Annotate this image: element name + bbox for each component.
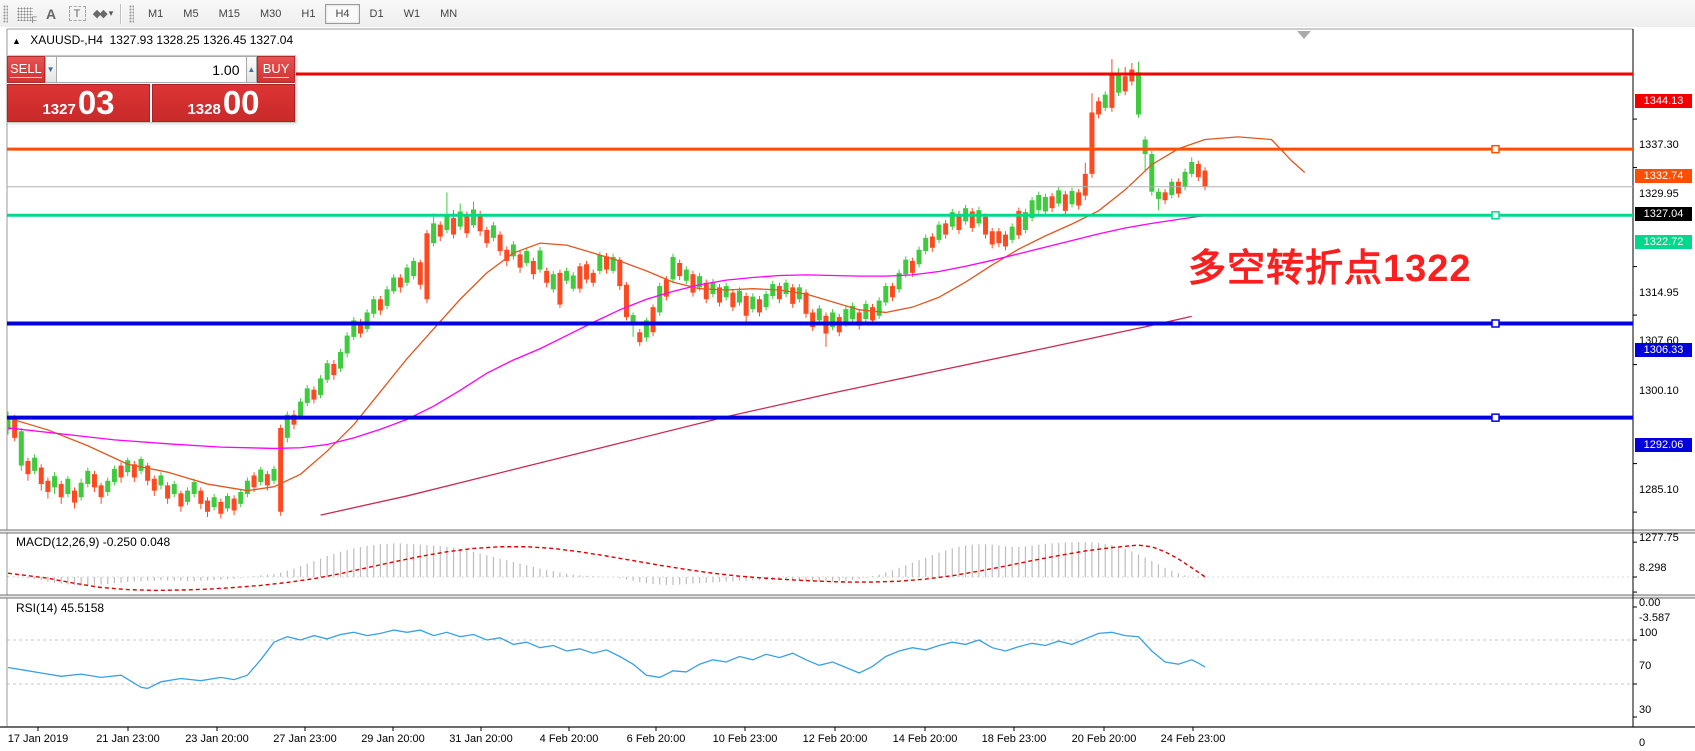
price-tick-label: 1285.10 (1639, 483, 1679, 496)
shapes-icon[interactable]: ◆◆ ▾ (92, 8, 114, 20)
buy-button[interactable]: BUY (257, 56, 295, 83)
chart-title: ▲ XAUUSD-,H4 1327.93 1328.25 1326.45 132… (12, 33, 293, 47)
price-line-badge: 1292.06 (1635, 437, 1692, 452)
rsi-axis-label: 70 (1639, 660, 1652, 672)
chart-symbol: XAUUSD-,H4 (30, 33, 103, 47)
time-tick-label: 21 Jan 23:00 (96, 733, 160, 745)
time-tick-label: 17 Jan 2019 (7, 733, 69, 745)
toolbar-grip[interactable] (3, 4, 8, 23)
volume-decrease-button[interactable]: ▼ (44, 56, 57, 83)
timeframe-button-h1[interactable]: H1 (301, 7, 316, 20)
macd-axis-label: 0.00 (1639, 597, 1661, 609)
timeframe-button-h4[interactable]: H4 (325, 3, 360, 24)
time-tick-label: 12 Feb 20:00 (802, 733, 868, 745)
time-tick-label: 20 Feb 20:00 (1071, 733, 1137, 745)
rsi-axis-label: 100 (1639, 627, 1658, 639)
volume-input[interactable] (56, 56, 246, 83)
label-a-icon[interactable]: A (45, 5, 57, 22)
time-tick-label: 10 Feb 23:00 (712, 733, 778, 745)
timeframe-button-w1[interactable]: W1 (403, 7, 421, 20)
price-tick-label: 1337.30 (1639, 139, 1679, 152)
time-tick-label: 29 Jan 20:00 (361, 733, 425, 745)
time-tick-label: 31 Jan 20:00 (449, 733, 513, 745)
buy-price-big: 00 (222, 84, 260, 121)
timeframe-button-m30[interactable]: M30 (259, 7, 282, 20)
toolbar: F A T ◆◆ ▾ M1 M5 M15 M30 H1 H4 D1 W1 MN (0, 0, 1695, 28)
timeframe-group: M1 M5 M15 M30 H1 H4 D1 W1 MN (138, 3, 467, 24)
macd-axis-label: -3.587 (1639, 612, 1671, 625)
timeframe-button-d1[interactable]: D1 (369, 7, 384, 20)
time-tick-label: 4 Feb 20:00 (539, 733, 599, 745)
buy-price-box[interactable]: 1328 00 (152, 84, 295, 122)
sell-price-big: 03 (77, 84, 115, 121)
time-tick-label: 27 Jan 23:00 (273, 733, 337, 745)
sell-button[interactable]: SELL (7, 56, 45, 83)
chart-shift-triangle-icon[interactable] (1297, 31, 1311, 39)
price-tick-label: 1329.95 (1639, 187, 1679, 200)
price-line-badge: 1322.72 (1635, 235, 1692, 250)
time-tick-label: 24 Feb 23:00 (1160, 733, 1226, 745)
sell-price-box[interactable]: 1327 03 (7, 84, 150, 122)
price-tick-label: 1277.75 (1639, 532, 1679, 545)
time-tick-label: 18 Feb 23:00 (981, 733, 1047, 745)
text-t-icon[interactable]: T (65, 2, 89, 26)
price-tick-label: 1314.95 (1639, 286, 1679, 299)
time-tick-label: 23 Jan 20:00 (185, 733, 249, 745)
one-click-trading-panel: SELL ▼ ▲ BUY 1327 03 1328 00 (6, 55, 296, 123)
chart-ohlc: 1327.93 1328.25 1326.45 1327.04 (109, 33, 294, 47)
chart-canvas[interactable] (0, 27, 1695, 751)
toolbar-grip2[interactable] (129, 4, 134, 23)
price-line-badge: 1306.33 (1635, 343, 1692, 358)
volume-increase-button[interactable]: ▲ (245, 56, 258, 83)
current-price-badge: 1327.04 (1635, 206, 1692, 221)
price-line-badge: 1344.13 (1635, 94, 1692, 108)
collapse-triangle-icon[interactable]: ▲ (12, 36, 21, 46)
time-tick-label: 6 Feb 20:00 (626, 733, 686, 745)
time-tick-label: 14 Feb 20:00 (892, 733, 958, 745)
price-tick-label: 1300.10 (1639, 384, 1679, 397)
timeframe-button-m1[interactable]: M1 (148, 7, 164, 20)
buy-price-small: 1328 (187, 101, 221, 118)
rsi-axis-label: 0 (1639, 737, 1646, 749)
chart-text-annotation: 多空转折点1322 (1188, 248, 1472, 290)
price-line-badge: 1332.74 (1635, 169, 1692, 184)
macd-indicator-label: MACD(12,26,9) -0.250 0.048 (16, 535, 171, 549)
rsi-axis-label: 30 (1639, 704, 1652, 716)
rsi-indicator-label: RSI(14) 45.5158 (16, 601, 105, 615)
timeframe-button-mn[interactable]: MN (440, 7, 458, 20)
toolbar-separator (120, 3, 122, 24)
chart-window: ▲ XAUUSD-,H4 1327.93 1328.25 1326.45 132… (0, 27, 1695, 751)
timeframe-button-m5[interactable]: M5 (183, 7, 199, 20)
sell-price-small: 1327 (42, 101, 76, 118)
macd-axis-label: 8.298 (1639, 562, 1667, 575)
chevron-down-icon: ▾ (108, 8, 114, 18)
timeframe-button-m15[interactable]: M15 (218, 7, 240, 20)
crosshair-grid-icon[interactable]: F (13, 2, 37, 26)
